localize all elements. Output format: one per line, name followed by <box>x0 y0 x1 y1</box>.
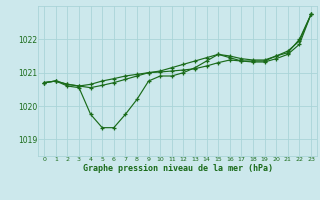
X-axis label: Graphe pression niveau de la mer (hPa): Graphe pression niveau de la mer (hPa) <box>83 164 273 173</box>
